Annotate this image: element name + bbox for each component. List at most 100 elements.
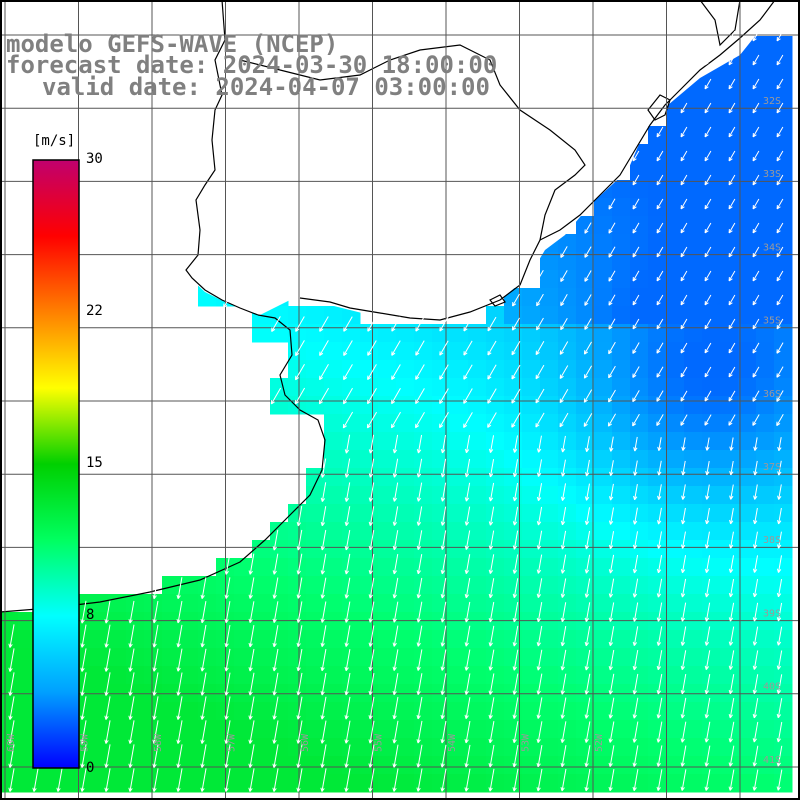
wind-arrow [488, 673, 495, 695]
wind-arrow [632, 554, 639, 574]
wind-arrow [318, 387, 329, 405]
wind-arrow [608, 721, 615, 743]
wind-arrow [344, 529, 351, 551]
wind-arrow [512, 506, 519, 526]
wind-arrow [608, 270, 616, 282]
wind-arrow [487, 388, 497, 404]
wind-arrow [607, 413, 617, 427]
wind-arrow [224, 672, 231, 696]
wind-arrow [560, 768, 567, 792]
wind-arrow [776, 390, 784, 402]
wind-arrow [176, 672, 183, 696]
wind-arrow [344, 506, 351, 527]
wind-arrow [728, 650, 735, 670]
wind-arrow [296, 672, 303, 696]
wind-arrow [320, 553, 327, 575]
wind-arrow [366, 411, 378, 429]
wind-arrow [583, 389, 593, 403]
wind-arrow [224, 648, 231, 672]
wind-arrow [104, 720, 111, 744]
wind-arrow [583, 365, 593, 379]
lat-label: 38S [763, 535, 781, 546]
wind-arrow [512, 744, 519, 768]
wind-arrow [272, 553, 279, 575]
wind-arrow [752, 674, 759, 695]
wind-arrow [416, 434, 423, 454]
wind-arrow [609, 460, 614, 477]
wind-arrow [511, 340, 521, 356]
wind-arrow [656, 721, 663, 743]
wind-arrow [464, 578, 471, 599]
wind-arrow [608, 483, 614, 501]
wind-arrow [656, 294, 664, 306]
wind-arrow [391, 364, 401, 380]
wind-arrow [752, 602, 759, 622]
colorbar [32, 159, 80, 769]
wind-arrow [8, 720, 15, 744]
wind-arrow [536, 745, 543, 768]
wind-arrow [368, 673, 375, 696]
wind-arrow [656, 745, 663, 767]
wind-arrow [488, 482, 495, 502]
coastline [0, 0, 776, 613]
wind-arrow [560, 246, 568, 258]
wind-arrow [344, 601, 351, 623]
wind-arrow [464, 482, 471, 502]
wind-arrow [704, 626, 711, 646]
wind-arrow [583, 413, 593, 427]
wind-arrow [512, 530, 519, 550]
lon-label: 60W [6, 733, 17, 752]
wind-arrow [777, 507, 782, 525]
wind-arrow [752, 174, 760, 186]
wind-arrow [440, 577, 447, 599]
lat-label: 33S [763, 169, 781, 180]
wind-arrow [488, 744, 495, 768]
wind-arrow [632, 721, 639, 743]
wind-arrow [608, 578, 615, 598]
wind-arrow [776, 150, 784, 162]
wind-arrow [656, 246, 664, 258]
wind-arrow [776, 650, 783, 670]
wind-arrow [176, 696, 183, 720]
wind-arrow [752, 246, 760, 258]
wind-arrow [752, 54, 760, 66]
wind-arrow [536, 293, 544, 307]
wind-arrow [656, 150, 664, 162]
wind-arrow [608, 294, 616, 306]
wind-arrow [487, 412, 497, 428]
wind-arrow [464, 720, 471, 744]
wind-arrow [535, 412, 545, 428]
wind-arrow [392, 601, 399, 623]
wind-arrow [248, 648, 255, 672]
wind-arrow [776, 318, 784, 330]
wind-arrow [536, 435, 542, 453]
wind-arrow [296, 744, 303, 768]
lon-label: 53W [521, 733, 532, 752]
wind-arrow [632, 769, 639, 792]
wind-arrow [200, 577, 207, 599]
wind-arrow [224, 744, 231, 768]
wind-arrow [584, 246, 592, 258]
wind-arrow [680, 366, 688, 378]
wind-arrow [344, 696, 351, 720]
wind-arrow [342, 387, 353, 405]
wind-arrow [319, 364, 329, 381]
wind-arrow [680, 150, 688, 162]
wind-arrow [560, 578, 567, 598]
wind-arrow [656, 222, 664, 234]
wind-arrow [728, 769, 735, 791]
wind-arrow [656, 769, 663, 792]
wind-arrow [752, 745, 759, 767]
wind-arrow [752, 414, 760, 426]
wind-arrow [608, 222, 616, 234]
wind-arrow [440, 434, 447, 454]
wind-arrow [176, 600, 183, 624]
wind-arrow [320, 458, 327, 478]
wind-arrow [609, 436, 614, 452]
wind-arrow [415, 411, 425, 429]
wind-arrow [367, 316, 377, 332]
wind-arrow [343, 340, 353, 356]
wind-arrow [80, 600, 87, 624]
wind-arrow [536, 673, 543, 695]
wind-arrow [776, 126, 784, 138]
